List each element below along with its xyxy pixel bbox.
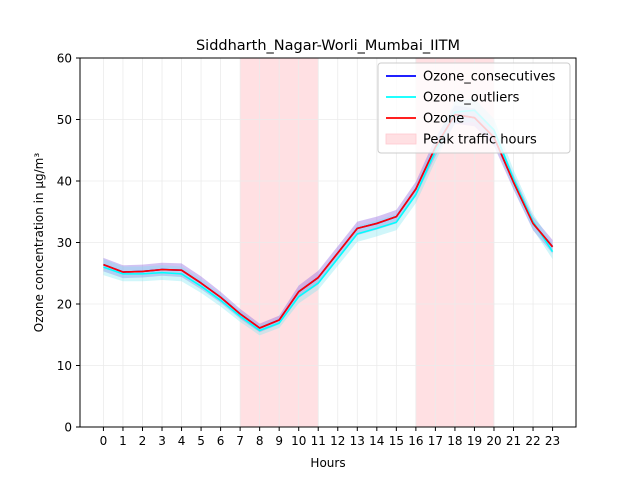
x-tick-label: 0	[100, 434, 108, 448]
x-tick-label: 11	[311, 434, 326, 448]
x-tick-label: 21	[506, 434, 521, 448]
legend-label: Peak traffic hours	[423, 133, 537, 148]
y-axis: 0 10 20 30 40 50 60	[57, 51, 80, 434]
legend-label: Ozone	[423, 112, 464, 127]
x-tick-label: 17	[428, 434, 443, 448]
legend-label: Ozone_consecutives	[423, 70, 556, 85]
x-tick-label: 9	[275, 434, 283, 448]
chart-title: Siddharth_Nagar-Worli_Mumbai_IITM	[196, 38, 460, 54]
y-tick-label: 10	[57, 359, 72, 373]
x-tick-label: 14	[369, 434, 384, 448]
x-tick-label: 22	[525, 434, 540, 448]
x-tick-label: 15	[389, 434, 404, 448]
x-tick-label: 13	[350, 434, 365, 448]
y-tick-label: 20	[57, 297, 72, 311]
x-tick-label: 12	[330, 434, 345, 448]
x-tick-label: 1	[119, 434, 127, 448]
y-tick-label: 0	[64, 420, 72, 434]
x-tick-label: 2	[139, 434, 147, 448]
x-tick-label: 7	[236, 434, 244, 448]
y-tick-label: 60	[57, 51, 72, 65]
x-tick-label: 16	[408, 434, 423, 448]
x-tick-label: 18	[447, 434, 462, 448]
legend: Ozone_consecutives Ozone_outliers Ozone Pea…	[377, 62, 571, 154]
x-tick-label: 5	[197, 434, 205, 448]
x-tick-label: 3	[158, 434, 166, 448]
x-tick-label: 10	[291, 434, 306, 448]
y-tick-label: 50	[57, 113, 72, 127]
y-axis-label: Ozone concentration in µg/m³	[32, 153, 46, 333]
legend-label: Ozone_outliers	[423, 91, 520, 106]
x-tick-label: 19	[467, 434, 482, 448]
x-tick-label: 6	[217, 434, 225, 448]
x-axis-label: Hours	[310, 456, 345, 470]
y-tick-label: 40	[57, 174, 72, 188]
x-axis: 0 1 2 3 4 5 6 7 8 9 10 11 12 13 14 15 16 17 18 19 20 21 22 23	[100, 427, 560, 448]
x-tick-label: 20	[486, 434, 501, 448]
legend-swatch	[385, 133, 417, 145]
x-tick-label: 8	[256, 434, 264, 448]
legend-box	[377, 62, 571, 154]
y-tick-label: 30	[57, 236, 72, 250]
x-tick-label: 4	[178, 434, 186, 448]
x-tick-label: 23	[545, 434, 560, 448]
